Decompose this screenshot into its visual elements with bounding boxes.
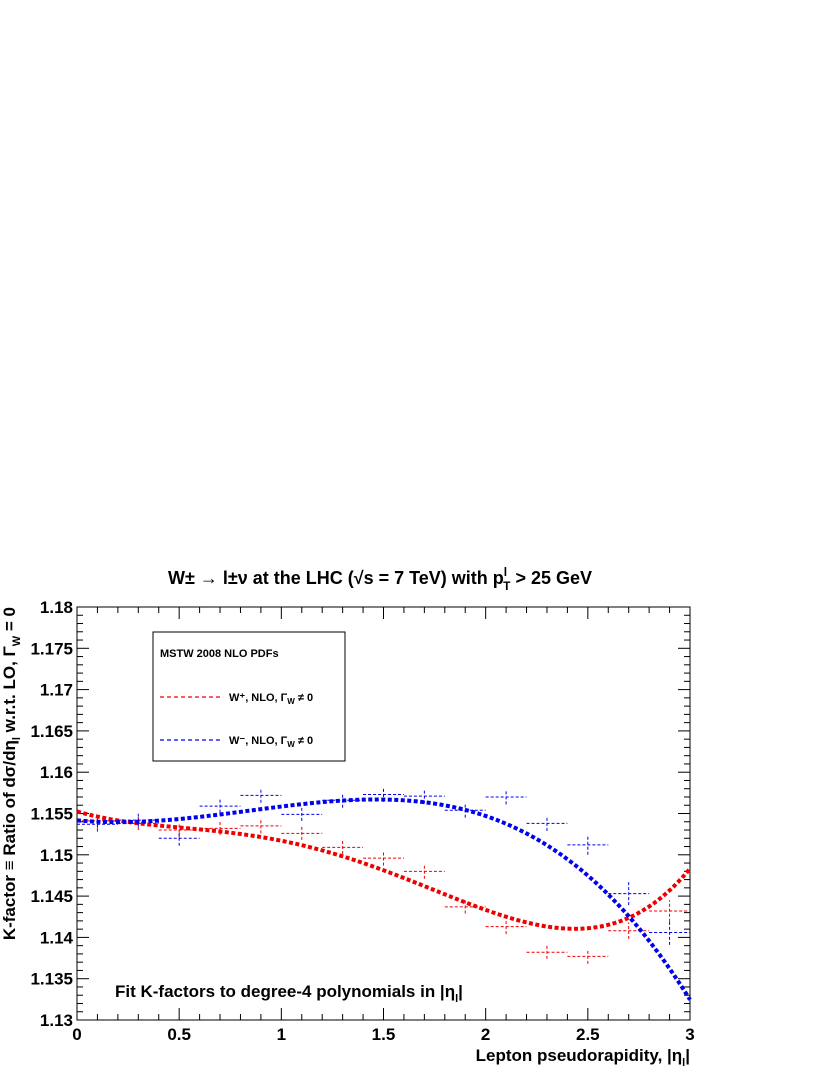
legend-entry-w-plus-suffix: ≠ 0 [295, 692, 313, 704]
y-axis: 1.13 1.135 1.14 1.145 1.15 1.155 1.16 1.165 1.17… [30, 598, 690, 1030]
x-tick-label: 0 [72, 1025, 81, 1044]
y-tick-label: 1.18 [40, 598, 73, 617]
legend-entry-w-minus-label: W⁻, NLO, Γ [229, 735, 288, 747]
x-tick-label: 1 [277, 1025, 286, 1044]
x-tick-label: 3 [685, 1025, 694, 1044]
fit-annotation-main: Fit K-factors to degree-4 polynomials in… [115, 982, 455, 1001]
y-tick-label: 1.17 [40, 681, 73, 700]
x-tick-label: 2 [481, 1025, 490, 1044]
y-axis-label-mid: w.r.t. LO, Γ [0, 646, 19, 737]
y-tick-label: 1.13 [40, 1011, 73, 1030]
y-tick-label: 1.155 [30, 805, 73, 824]
fit-curve-0 [76, 809, 692, 931]
x-axis-label-sub: l [682, 1057, 685, 1069]
y-tick-label: 1.135 [30, 970, 73, 989]
y-axis-label-post: = 0 [0, 607, 19, 636]
y-axis-label-sub1: l [11, 737, 23, 740]
legend-entry-w-minus: W⁻, NLO, ΓW ≠ 0 [229, 735, 313, 749]
y-axis-label-pre: K-factor ≡ Ratio of dσ/dη [0, 740, 19, 940]
legend-entry-w-plus-label: W⁺, NLO, Γ [229, 692, 288, 704]
x-axis-label-main: Lepton pseudorapidity, |η [476, 1046, 683, 1065]
legend-header: MSTW 2008 NLO PDFs [160, 648, 279, 660]
x-tick-label: 2.5 [576, 1025, 600, 1044]
chart-title-sup: l [504, 565, 507, 579]
series-0 [76, 809, 692, 964]
x-axis-label: Lepton pseudorapidity, |ηl| [476, 1046, 690, 1069]
x-tick-label: 1.5 [372, 1025, 396, 1044]
y-axis-label: K-factor ≡ Ratio of dσ/dηl w.r.t. LO, ΓW… [0, 607, 23, 940]
y-tick-label: 1.16 [40, 763, 73, 782]
fit-annotation-sub: l [455, 993, 458, 1005]
fit-annotation: Fit K-factors to degree-4 polynomials in… [115, 982, 463, 1005]
chart-title-main: W± → l±ν at the LHC (√s = 7 TeV) with p [168, 568, 504, 588]
legend-entry-w-minus-suffix: ≠ 0 [295, 735, 313, 747]
fit-annotation-suffix: | [458, 982, 463, 1001]
legend-entry-w-minus-sub: W [287, 740, 295, 749]
x-axis: 0 0.5 1 1.5 2 2.5 3 [72, 607, 695, 1044]
y-tick-label: 1.145 [30, 887, 73, 906]
chart-title-sub: T [503, 579, 511, 593]
series-layer [76, 787, 692, 1001]
series-1 [76, 787, 692, 1001]
y-tick-label: 1.14 [40, 928, 74, 947]
legend-entry-w-plus: W⁺, NLO, ΓW ≠ 0 [229, 692, 313, 706]
legend: MSTW 2008 NLO PDFs W⁺, NLO, ΓW ≠ 0 W⁻, N… [152, 631, 346, 762]
x-axis-label-suffix: | [685, 1046, 690, 1065]
y-tick-label: 1.175 [30, 639, 73, 658]
y-tick-label: 1.165 [30, 722, 73, 741]
x-tick-label: 0.5 [167, 1025, 191, 1044]
fit-curve-1 [76, 797, 692, 1001]
chart-title: W± → l±ν at the LHC (√s = 7 TeV) with pl… [168, 565, 592, 593]
legend-entry-w-plus-sub: W [287, 697, 295, 706]
y-tick-label: 1.15 [40, 846, 73, 865]
chart-title-suffix: > 25 GeV [510, 568, 592, 588]
y-axis-label-sub2: W [11, 635, 23, 646]
